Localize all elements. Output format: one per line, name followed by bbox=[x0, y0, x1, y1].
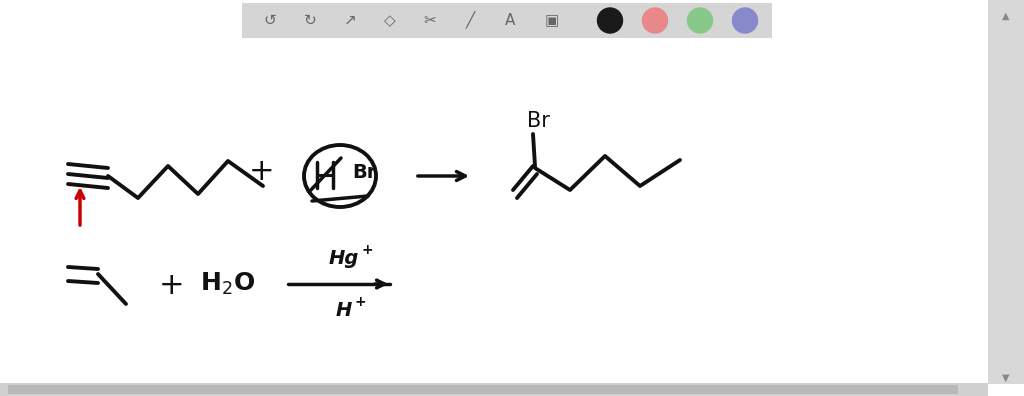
FancyBboxPatch shape bbox=[988, 0, 1024, 384]
FancyBboxPatch shape bbox=[0, 383, 988, 396]
Text: ▲: ▲ bbox=[1002, 11, 1010, 21]
Text: A: A bbox=[505, 13, 515, 28]
Text: ↗: ↗ bbox=[344, 13, 356, 28]
Circle shape bbox=[687, 8, 713, 33]
FancyBboxPatch shape bbox=[8, 385, 958, 394]
Text: ◇: ◇ bbox=[384, 13, 396, 28]
Text: Br: Br bbox=[526, 111, 550, 131]
Circle shape bbox=[597, 8, 623, 33]
Text: ╱: ╱ bbox=[466, 12, 474, 29]
FancyBboxPatch shape bbox=[242, 3, 772, 38]
Text: ↻: ↻ bbox=[304, 13, 316, 28]
Text: Hg: Hg bbox=[329, 249, 359, 268]
Text: H$_2$O: H$_2$O bbox=[201, 271, 256, 297]
Text: +: + bbox=[159, 272, 184, 301]
Text: +: + bbox=[249, 158, 274, 187]
Text: ✂: ✂ bbox=[424, 13, 436, 28]
Text: ▣: ▣ bbox=[545, 13, 559, 28]
Text: Br: Br bbox=[352, 164, 377, 183]
Text: ▼: ▼ bbox=[1002, 373, 1010, 383]
Circle shape bbox=[732, 8, 758, 33]
Circle shape bbox=[642, 8, 668, 33]
Text: H: H bbox=[336, 301, 352, 320]
Text: ↺: ↺ bbox=[263, 13, 276, 28]
Text: +: + bbox=[361, 243, 373, 257]
Text: +: + bbox=[354, 295, 366, 309]
